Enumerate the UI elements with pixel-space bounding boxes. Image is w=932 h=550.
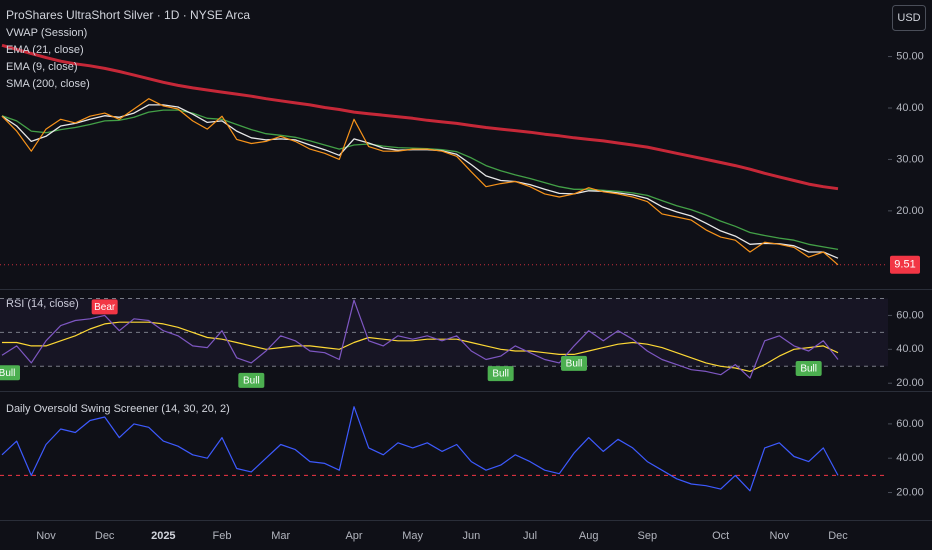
x-tick-label: Sep	[638, 530, 658, 542]
button-frame[interactable]	[892, 5, 926, 31]
signal-badge-box	[0, 365, 20, 381]
y-tick-label: 40.00	[896, 343, 924, 355]
signal-badge-box	[91, 299, 118, 315]
y-tick-label: 50.00	[896, 50, 924, 62]
y-tick-label: 40.00	[896, 452, 924, 464]
signal-badge: Bull	[238, 372, 265, 388]
signal-badge: Bull	[561, 355, 587, 371]
series-line	[1, 406, 839, 492]
signal-badge-box	[487, 366, 514, 382]
pane-title: Daily Oversold Swing Screener (14, 30, 2…	[6, 403, 230, 415]
signal-badge-box	[795, 361, 822, 377]
currency-label[interactable]: USD	[897, 12, 920, 24]
x-tick-label: Aug	[579, 530, 599, 542]
y-tick-label: 30.00	[896, 153, 924, 165]
x-tick-label: Oct	[712, 530, 729, 542]
indicator-label: VWAP (Session)	[6, 27, 87, 39]
y-tick-label: 20.00	[896, 205, 924, 217]
signal-badge: Bull	[795, 361, 822, 377]
signal-label: Bull	[566, 359, 583, 370]
legend-entry: SMA (200, close)	[6, 78, 90, 90]
signal-badge-box	[561, 355, 587, 371]
signal-label: Bull	[243, 376, 260, 387]
signal-badge: Bear	[91, 299, 118, 315]
x-tick-label: Jul	[523, 530, 537, 542]
x-tick-label: Feb	[213, 530, 232, 542]
chart-title: ProShares UltraShort Silver · 1D · NYSE …	[6, 8, 250, 22]
y-tick-label: 40.00	[896, 102, 924, 114]
x-tick-label: Dec	[828, 530, 848, 542]
x-tick-label: Nov	[36, 530, 56, 542]
last-price-label: 9.51	[894, 259, 915, 271]
x-tick-label: Mar	[271, 530, 290, 542]
series-line	[1, 98, 839, 266]
series-line	[1, 299, 839, 379]
legend-entry: EMA (9, close)	[6, 61, 78, 73]
x-tick-label: Apr	[345, 530, 362, 542]
y-tick-label: 60.00	[896, 309, 924, 321]
y-tick-label: 60.00	[896, 418, 924, 430]
signal-label: Bull	[800, 364, 817, 375]
series-line	[2, 321, 839, 372]
signal-label: Bull	[492, 369, 509, 380]
currency-button[interactable]: USD	[892, 5, 926, 31]
signal-badge: Bull	[0, 365, 20, 381]
x-tick-label: Nov	[770, 530, 790, 542]
signal-badge: Bull	[487, 366, 514, 382]
series-line	[1, 43, 839, 191]
x-tick-label: Dec	[95, 530, 115, 542]
signal-label: Bear	[94, 302, 116, 313]
signal-label: Bull	[0, 368, 15, 379]
x-tick-label: May	[402, 530, 423, 542]
series-line	[1, 109, 839, 251]
x-tick-label: Jun	[462, 530, 480, 542]
x-tick-label: 2025	[151, 530, 175, 542]
y-tick-label: 20.00	[896, 377, 924, 389]
last-price-box	[890, 255, 920, 274]
signal-badge-box	[238, 372, 265, 388]
y-tick-label: 20.00	[896, 486, 924, 498]
pane-title: RSI (14, close)	[6, 298, 79, 310]
legend-entry: EMA (21, close)	[6, 44, 84, 56]
